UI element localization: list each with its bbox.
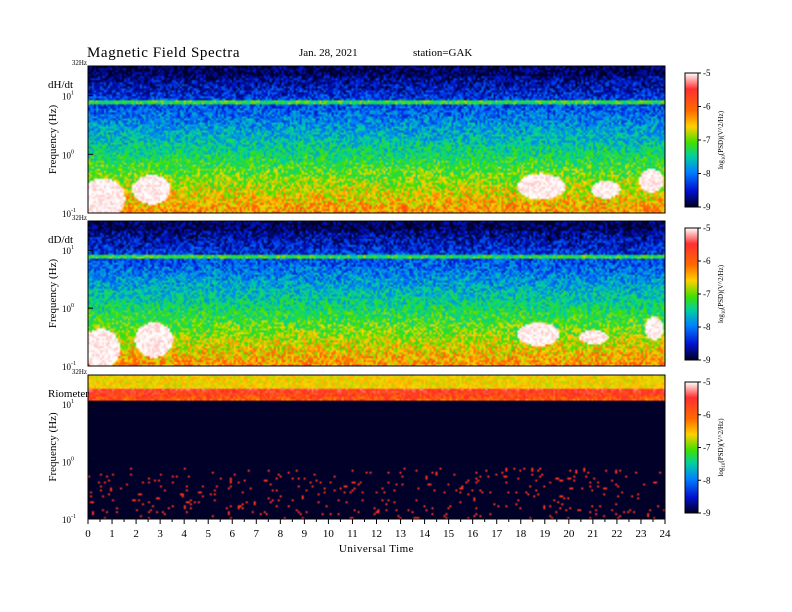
colorbar-tick-label: -5 [703,377,711,387]
y-tick-label: 101 [62,91,74,102]
y-tick-exponent: 1 [71,245,74,251]
colorbar-tick-label: -7 [703,135,711,145]
x-tick-label: 18 [515,528,527,540]
colorbar-tick-label: -7 [703,289,711,299]
top-frequency-label: 32Hz [72,368,87,376]
colorbar-tick-label: -6 [703,102,711,112]
colorbar-tick-label: -8 [703,169,711,179]
y-axis-label: Frequency (Hz) [47,259,59,329]
spectrogram-image [88,66,665,213]
colorbar [684,227,699,361]
panel-name: dD/dt [48,234,73,246]
y-axis-label: Frequency (Hz) [47,105,59,175]
x-tick-label: 12 [371,528,382,540]
colorbar-label: log10(PSD)(V^2/Hz) [717,264,727,323]
x-axis-label: Universal Time [339,543,414,555]
colorbar-tick-label: -5 [703,223,711,233]
y-tick-exponent: -1 [71,514,76,520]
colorbar-tick-label: -9 [703,202,711,212]
x-tick-label: 17 [491,528,503,540]
x-tick-label: 5 [205,528,211,540]
x-tick-label: 21 [587,528,598,540]
x-tick-label: 14 [419,528,431,540]
spectrogram-image [88,375,665,519]
colorbar-tick-label: -9 [703,508,711,518]
y-tick-label: 10-1 [62,208,76,219]
y-tick-exponent: 0 [71,457,74,463]
y-axis-label: Frequency (Hz) [47,412,59,482]
y-tick-label: 101 [62,399,74,410]
x-tick-label: 19 [539,528,551,540]
colorbar [684,72,699,208]
colorbar-tick-label: -8 [703,322,711,332]
x-tick-label: 0 [85,528,91,540]
x-tick-label: 11 [347,528,358,540]
x-tick-label: 4 [181,528,187,540]
colorbar-tick-label: -9 [703,355,711,365]
x-tick-label: 1 [109,528,115,540]
top-frequency-label: 32Hz [72,214,87,222]
x-tick-label: 9 [302,528,308,540]
y-tick-label: 100 [62,303,74,314]
colorbar-tick-label: -6 [703,410,711,420]
y-tick-exponent: 0 [71,303,74,309]
x-tick-label: 15 [443,528,455,540]
x-tick-label: 13 [395,528,407,540]
y-tick-label: 100 [62,149,74,160]
panel-name: Riometer [48,388,89,400]
x-tick-label: 22 [611,528,622,540]
colorbar-tick-label: -6 [703,256,711,266]
y-tick-exponent: -1 [71,361,76,367]
colorbar [684,381,699,514]
panel-frame [87,220,666,367]
x-tick-label: 6 [230,528,236,540]
x-tick-label: 7 [254,528,260,540]
colorbar-tick-label: -7 [703,443,711,453]
date-label: Jan. 28, 2021 [299,47,358,59]
panel-name: dH/dt [48,79,73,91]
panel-frame [87,65,666,214]
x-tick-label: 3 [157,528,163,540]
y-tick-exponent: 1 [71,399,74,405]
y-tick-label: 100 [62,457,74,468]
colorbar-tick-label: -8 [703,475,711,485]
top-frequency-label: 32Hz [72,59,87,67]
y-tick-label: 10-1 [62,514,76,525]
x-tick-label: 23 [635,528,647,540]
colorbar-tick-label: -5 [703,68,711,78]
x-tick-label: 24 [660,528,672,540]
x-tick-label: 16 [467,528,479,540]
x-tick-label: 20 [563,528,575,540]
y-tick-exponent: 1 [71,91,74,97]
station-label: station=GAK [413,47,473,59]
y-tick-exponent: -1 [71,208,76,214]
y-tick-exponent: 0 [71,149,74,155]
colorbar-label: log10(PSD)(V^2/Hz) [717,418,727,477]
y-tick-label: 10-1 [62,361,76,372]
spectrogram-image [88,221,665,366]
x-tick-label: 8 [278,528,284,540]
chart-title: Magnetic Field Spectra [87,45,241,61]
x-tick-label: 2 [133,528,139,540]
x-tick-label: 10 [323,528,335,540]
y-tick-label: 101 [62,245,74,256]
colorbar-label: log10(PSD)(V^2/Hz) [717,110,727,169]
